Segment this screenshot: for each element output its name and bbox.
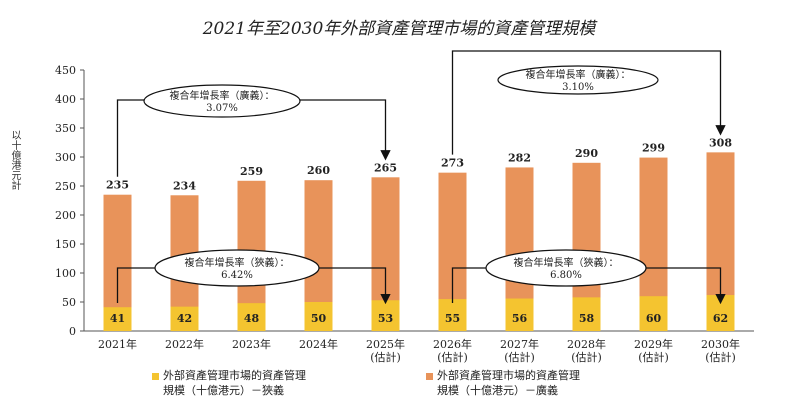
bar-narrow bbox=[170, 306, 199, 331]
data-label-narrow: 62 bbox=[713, 312, 728, 325]
cagr-value: 3.07% bbox=[206, 103, 238, 114]
legend-item-broad: 外部資產管理市場的資產管理 規模（十億港元）－廣義 bbox=[426, 368, 580, 398]
data-label-narrow: 48 bbox=[244, 312, 260, 325]
x-tick-label: 2022年 bbox=[165, 337, 204, 351]
y-tick-label: 200 bbox=[55, 209, 76, 222]
bar-narrow bbox=[304, 302, 333, 331]
data-label-broad: 234 bbox=[173, 179, 196, 192]
cagr-label: 複合年增長率（廣義）： bbox=[526, 68, 631, 81]
cagr-label: 複合年增長率（廣義）： bbox=[170, 89, 275, 102]
legend-swatch-narrow bbox=[152, 372, 159, 380]
x-tick-label: 2024年 bbox=[299, 337, 338, 351]
x-tick-label: (估計) bbox=[437, 350, 468, 364]
cagr-value: 6.42% bbox=[221, 270, 253, 281]
x-tick-label: 2027年 bbox=[500, 337, 539, 351]
cagr-value: 3.10% bbox=[562, 82, 594, 93]
y-tick-label: 300 bbox=[55, 151, 76, 164]
bar-narrow bbox=[639, 296, 668, 331]
data-label-broad: 265 bbox=[374, 161, 397, 174]
x-tick-label: 2025年 bbox=[366, 337, 405, 351]
x-tick-label: 2030年 bbox=[701, 337, 740, 351]
y-tick-label: 400 bbox=[55, 93, 76, 106]
x-tick-label: 2021年 bbox=[98, 337, 137, 351]
y-tick-label: 350 bbox=[55, 122, 76, 135]
cagr-label: 複合年增長率（狹義）： bbox=[514, 256, 619, 269]
chart-title: 2021年至2030年外部資產管理市場的資產管理規模 bbox=[202, 19, 596, 39]
legend-item-narrow: 外部資產管理市場的資產管理 規模（十億港元）－狹義 bbox=[152, 368, 306, 398]
bar-narrow bbox=[438, 299, 467, 331]
legend-swatch-broad bbox=[426, 372, 433, 380]
legend-broad-line2: 規模（十億港元）－廣義 bbox=[437, 384, 558, 397]
bar-narrow bbox=[103, 307, 132, 331]
y-tick-label: 150 bbox=[55, 238, 76, 251]
y-tick-label: 250 bbox=[55, 180, 76, 193]
data-label-narrow: 50 bbox=[311, 312, 327, 325]
y-tick-label: 50 bbox=[62, 296, 76, 309]
data-label-broad: 290 bbox=[575, 147, 598, 160]
data-label-broad: 273 bbox=[441, 157, 464, 170]
data-label-broad: 308 bbox=[709, 136, 732, 149]
x-tick-label: 2026年 bbox=[433, 337, 472, 351]
legend-broad-line1: 外部資產管理市場的資產管理 bbox=[437, 369, 580, 382]
cagr-ellipse bbox=[154, 249, 320, 287]
legend-narrow-line2: 規模（十億港元）－狹義 bbox=[163, 384, 284, 397]
x-tick-label: 2023年 bbox=[232, 337, 271, 351]
legend-narrow-line1: 外部資產管理市場的資產管理 bbox=[163, 369, 306, 382]
cagr-connector bbox=[451, 50, 726, 155]
cagr-ellipse bbox=[497, 65, 659, 95]
cagr-label: 複合年增長率（狹義）： bbox=[185, 256, 290, 269]
x-tick-label: (估計) bbox=[705, 350, 736, 364]
x-tick-label: 2028年 bbox=[567, 337, 606, 351]
data-label-broad: 259 bbox=[240, 165, 263, 178]
x-tick-label: (估計) bbox=[638, 350, 669, 364]
cagr-value: 6.80% bbox=[550, 270, 582, 281]
data-label-narrow: 58 bbox=[579, 312, 595, 325]
x-tick-label: (估計) bbox=[370, 350, 401, 364]
y-tick-label: 100 bbox=[55, 267, 76, 280]
bar-narrow bbox=[572, 297, 601, 331]
data-label-broad: 282 bbox=[508, 151, 531, 164]
x-tick-label: (估計) bbox=[571, 350, 602, 364]
bar-narrow bbox=[237, 303, 266, 331]
data-label-narrow: 55 bbox=[445, 312, 460, 325]
y-tick-label: 450 bbox=[55, 64, 76, 77]
data-label-narrow: 42 bbox=[177, 312, 192, 325]
cagr-ellipse bbox=[143, 84, 301, 118]
data-label-narrow: 60 bbox=[646, 312, 662, 325]
data-label-broad: 235 bbox=[106, 179, 129, 192]
data-label-narrow: 56 bbox=[512, 312, 528, 325]
x-tick-label: (估計) bbox=[504, 350, 535, 364]
data-label-narrow: 53 bbox=[378, 312, 393, 325]
data-label-broad: 299 bbox=[642, 142, 665, 155]
y-axis-label: 以十億港元計 bbox=[9, 130, 20, 190]
y-tick-label: 0 bbox=[69, 325, 76, 338]
data-label-narrow: 41 bbox=[110, 312, 125, 325]
x-tick-label: 2029年 bbox=[634, 337, 673, 351]
bar-narrow bbox=[371, 300, 400, 331]
bar-narrow bbox=[505, 298, 534, 331]
data-label-broad: 260 bbox=[307, 164, 330, 177]
cagr-ellipse bbox=[485, 249, 647, 287]
